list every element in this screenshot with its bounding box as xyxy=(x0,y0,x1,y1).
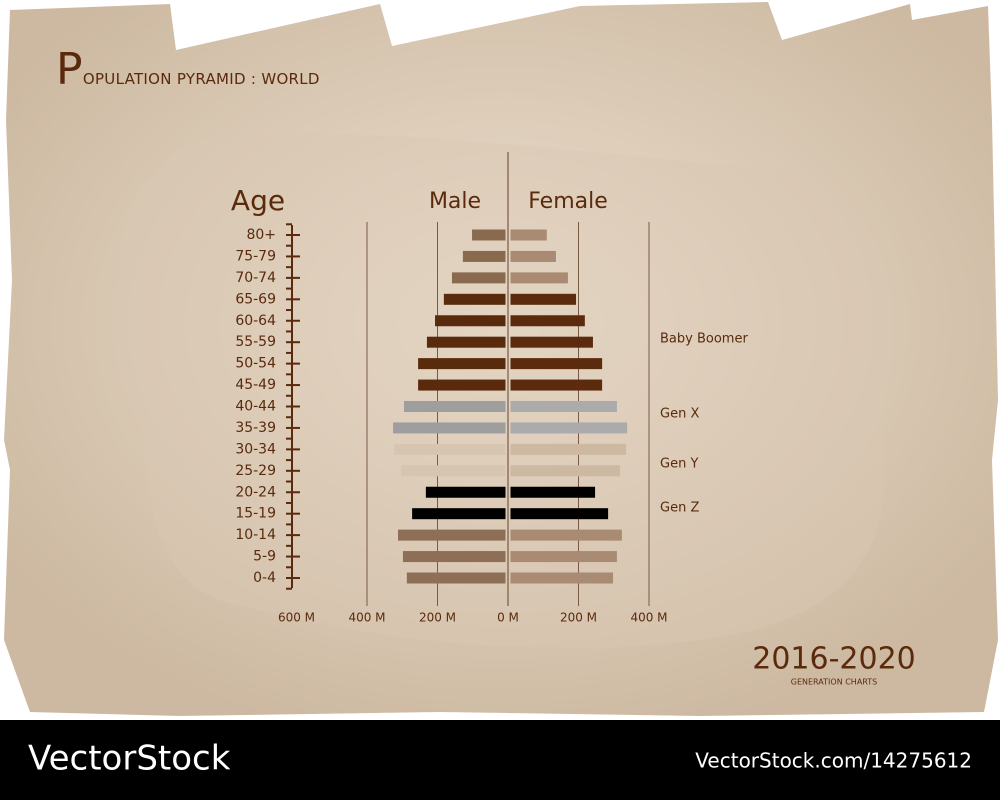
y-tick-label: 10-14 xyxy=(235,527,276,543)
y-tick-label: 40-44 xyxy=(235,399,276,415)
bar xyxy=(510,250,556,262)
bar xyxy=(426,336,506,348)
bar xyxy=(510,379,603,391)
bar xyxy=(510,508,609,520)
bar xyxy=(510,551,617,563)
bar xyxy=(462,250,506,262)
bar xyxy=(510,529,622,541)
bar xyxy=(510,401,617,412)
y-tick-label: 80+ xyxy=(246,227,276,243)
annotation: Baby Boomer xyxy=(660,332,748,347)
bar xyxy=(510,293,577,305)
bar xyxy=(412,508,506,520)
bar xyxy=(510,422,628,434)
bar xyxy=(404,401,506,412)
y-tick-label: 5-9 xyxy=(253,549,276,565)
x-tick-label: 200 M xyxy=(419,611,456,625)
legend-right: Female xyxy=(528,189,608,214)
bar xyxy=(443,293,506,305)
bar xyxy=(398,529,506,541)
y-tick-label: 35-39 xyxy=(235,420,276,436)
y-tick-label: 60-64 xyxy=(235,313,276,329)
y-tick-label: 65-69 xyxy=(235,291,276,307)
bar xyxy=(418,379,506,391)
x-tick-label: 400 M xyxy=(630,611,667,625)
url: VectorStock.com/14275612 xyxy=(695,749,972,773)
bar xyxy=(418,358,506,370)
y-tick-label: 25-29 xyxy=(235,463,276,479)
y-tick-label: 20-24 xyxy=(235,484,276,500)
y-tick-label: 0-4 xyxy=(253,570,276,586)
bar xyxy=(510,465,621,477)
bar xyxy=(394,443,506,455)
map-shape xyxy=(118,133,895,648)
x-tick-label: 200 M xyxy=(560,611,597,625)
y-tick-label: 45-49 xyxy=(235,377,276,393)
annotation: Gen X xyxy=(660,407,699,422)
bar xyxy=(510,336,593,348)
footer-bar xyxy=(0,720,1000,800)
bar xyxy=(435,315,506,327)
x-tick-label: 600 M xyxy=(278,611,315,625)
bar xyxy=(510,358,603,370)
legend-left: Male xyxy=(429,189,481,214)
x-tick-label: 0 M xyxy=(497,611,519,625)
bar xyxy=(393,422,506,434)
period-caption: GENERATION CHARTS xyxy=(791,678,877,687)
bar xyxy=(510,315,585,327)
bar xyxy=(451,272,506,284)
y-tick-label: 75-79 xyxy=(235,248,276,264)
chart-title: POPULATION PYRAMID : WORLD xyxy=(56,44,320,95)
y-tick-label: 70-74 xyxy=(235,270,276,286)
x-tick-label: 400 M xyxy=(348,611,385,625)
bar xyxy=(510,486,596,498)
bar xyxy=(510,443,627,455)
period: 2016-2020 xyxy=(752,642,916,677)
bar xyxy=(510,229,547,241)
bar xyxy=(472,229,506,241)
annotation: Gen Y xyxy=(660,457,698,472)
bar xyxy=(510,272,568,284)
bar xyxy=(402,551,506,563)
y-tick-label: 55-59 xyxy=(235,334,276,350)
y-tick-label: 15-19 xyxy=(235,506,276,522)
bar xyxy=(406,572,506,584)
y-axis-label: Age xyxy=(231,184,285,217)
bar xyxy=(425,486,506,498)
bar xyxy=(510,572,614,584)
y-tick-label: 50-54 xyxy=(235,356,276,372)
annotation: Gen Z xyxy=(660,501,699,516)
bar xyxy=(400,465,506,477)
y-tick-label: 30-34 xyxy=(235,441,276,457)
brand: VectorStock xyxy=(28,739,231,779)
